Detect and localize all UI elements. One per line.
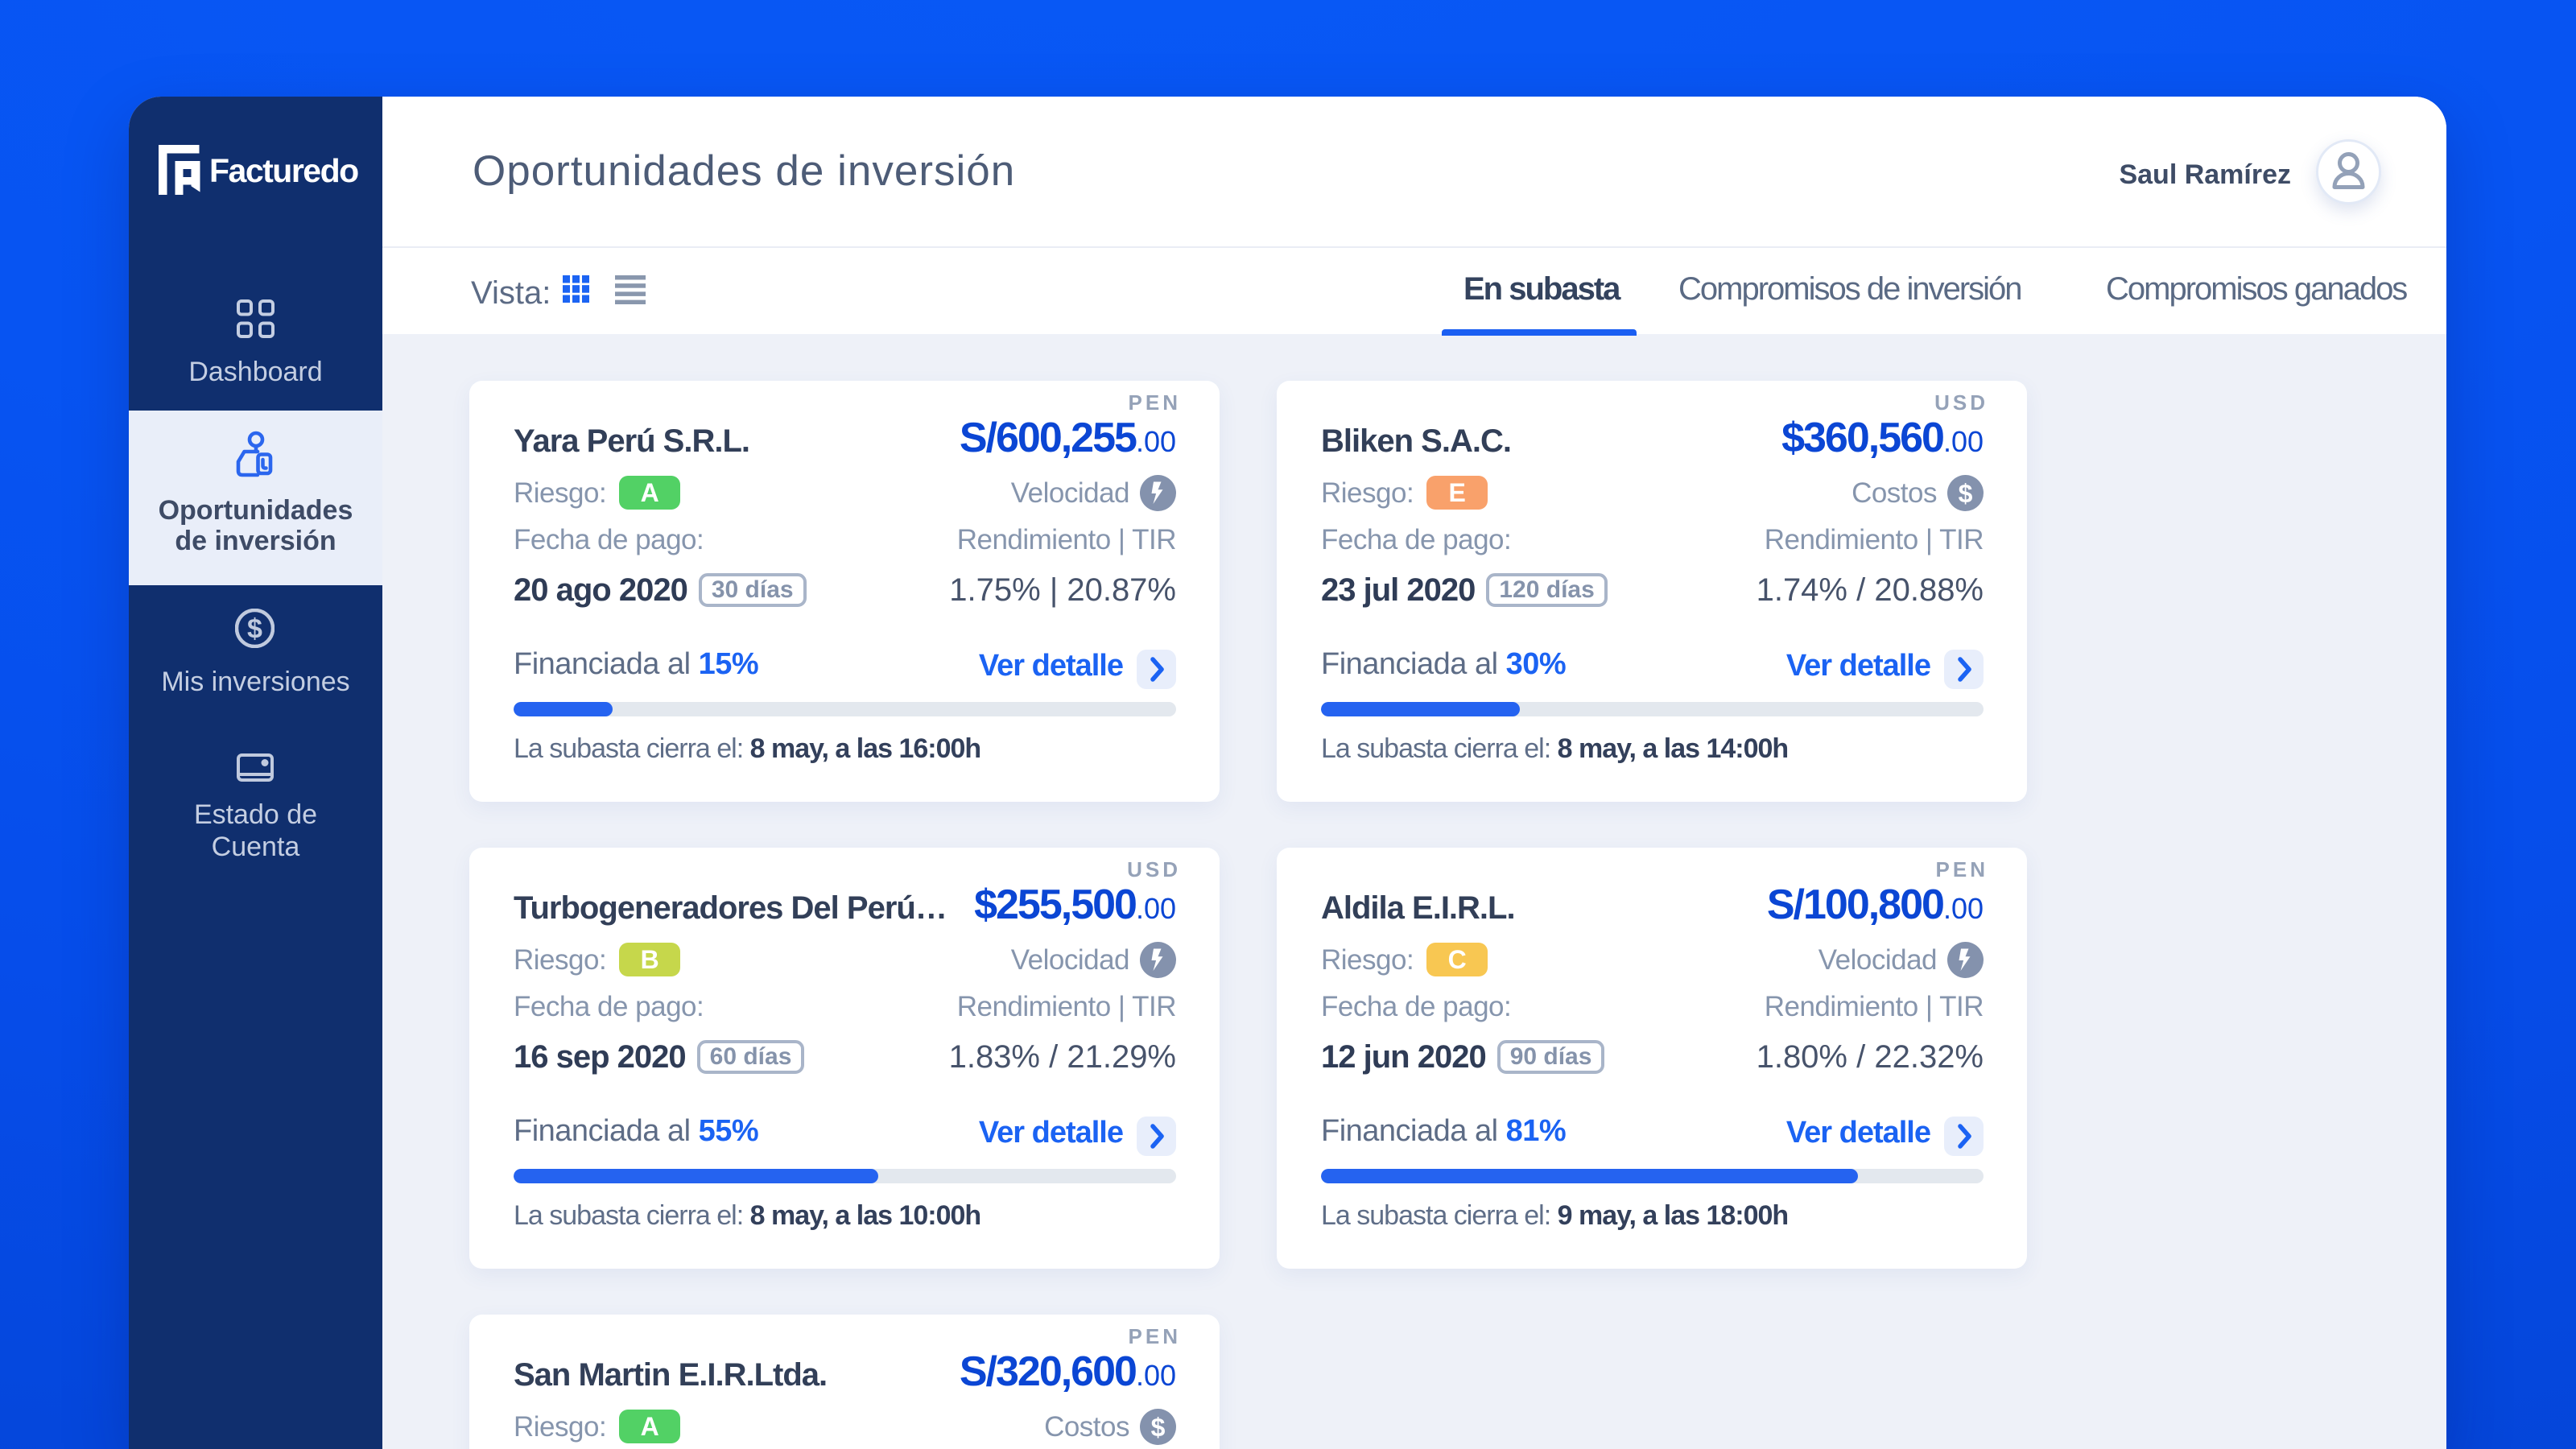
svg-text:$: $: [247, 614, 262, 645]
svg-text:$: $: [1959, 479, 1973, 508]
svg-text:$: $: [1151, 1413, 1166, 1442]
